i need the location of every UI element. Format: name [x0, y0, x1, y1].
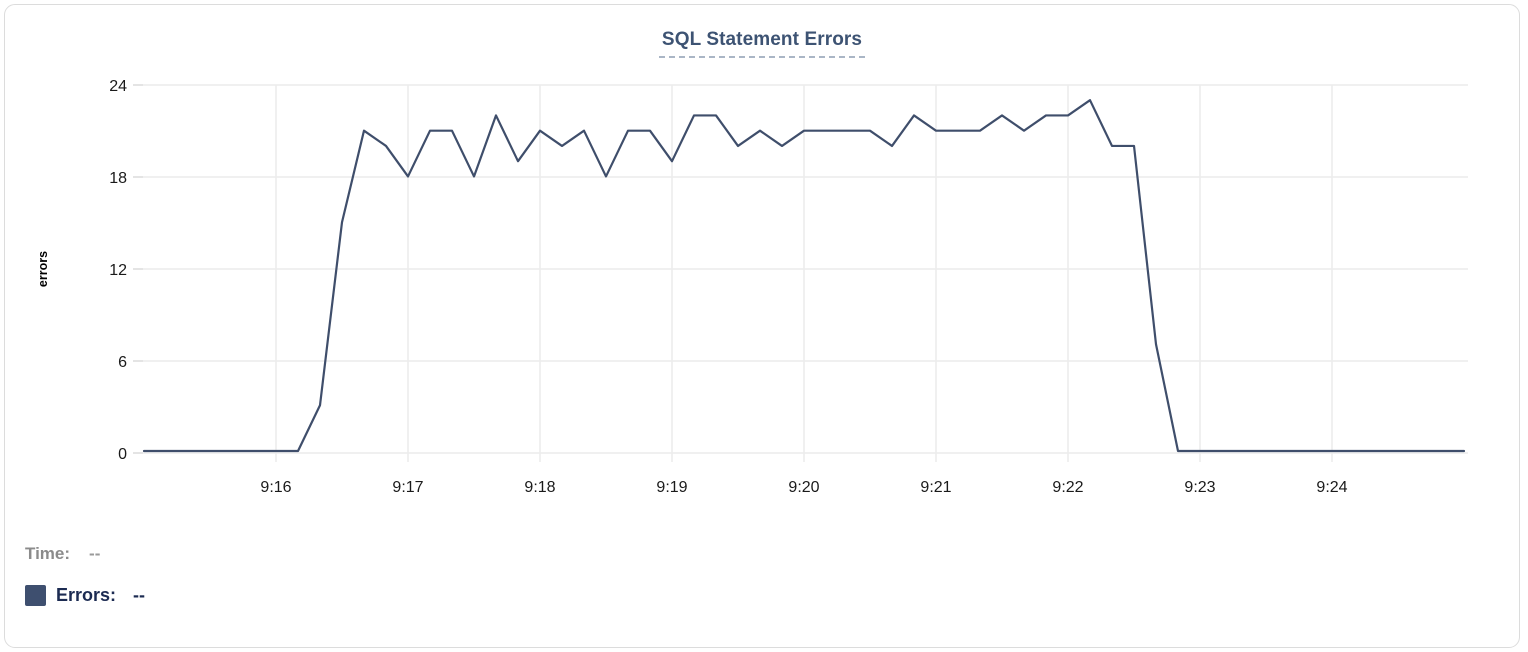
errors-series-line — [142, 99, 1466, 453]
y-tick-label: 24 — [109, 78, 127, 95]
time-readout-value: -- — [89, 544, 101, 563]
errors-readout-row: Errors: -- — [25, 585, 145, 606]
x-tick-label: 9:18 — [524, 479, 555, 496]
y-tick-label: 6 — [118, 354, 127, 371]
x-tick-label: 9:21 — [920, 479, 951, 496]
errors-series-swatch-icon — [25, 585, 46, 606]
errors-readout-value: -- — [133, 585, 146, 605]
chart-title-row: SQL Statement Errors — [5, 29, 1519, 58]
chart-card: SQL Statement Errors 0 6 12 18 24 9:16 9:17 9:1… — [4, 4, 1520, 648]
x-tick-label: 9:16 — [260, 479, 291, 496]
y-axis-title: errors — [36, 251, 50, 287]
y-tick-label: 0 — [118, 446, 127, 463]
errors-readout-label: Errors: — [56, 585, 117, 605]
x-tick-label: 9:17 — [392, 479, 423, 496]
x-tick-label: 9:23 — [1184, 479, 1215, 496]
chart-title[interactable]: SQL Statement Errors — [658, 29, 866, 58]
x-tick-label: 9:22 — [1052, 479, 1083, 496]
y-tick-label: 12 — [109, 262, 127, 279]
time-readout-label: Time: — [25, 544, 71, 563]
x-tick-label: 9:24 — [1316, 479, 1347, 496]
errors-line-chart: 0 6 12 18 24 9:16 9:17 9:18 9:19 9:20 9:21 9:22 9:23… — [36, 78, 1468, 496]
y-tick-label: 18 — [109, 170, 127, 187]
x-tick-label: 9:20 — [788, 479, 819, 496]
x-tick-label: 9:19 — [656, 479, 687, 496]
time-readout-row: Time: -- — [25, 544, 100, 564]
